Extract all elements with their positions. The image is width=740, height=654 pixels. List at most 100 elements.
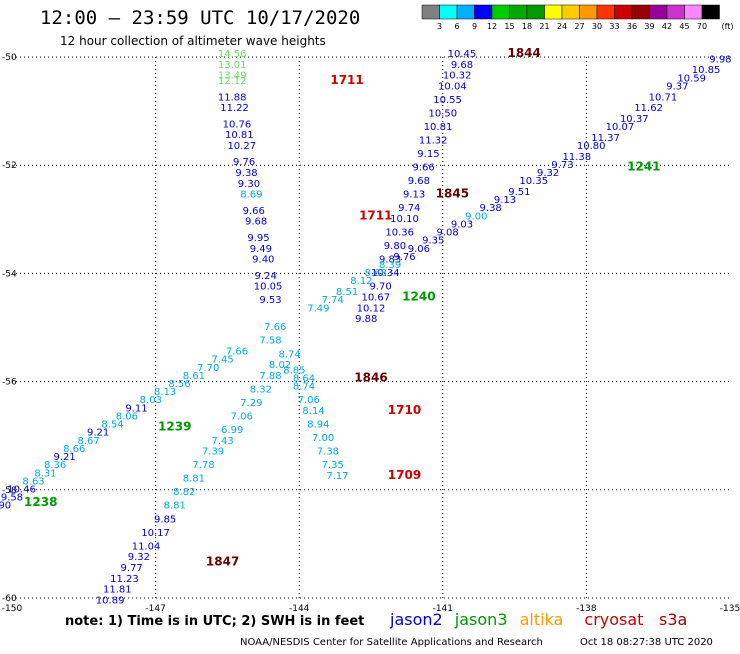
colorbar-label: 45 <box>679 22 689 31</box>
swh-point: 7.29 <box>240 398 262 409</box>
swh-point: 9.51 <box>508 187 530 198</box>
swh-point: 10.36 <box>385 228 414 239</box>
swh-point: 7.35 <box>322 460 344 471</box>
credit-text: NOAA/NESDIS Center for Satellite Applica… <box>240 637 543 648</box>
swh-point: 11.88 <box>218 92 247 103</box>
swh-point: 9.80 <box>384 241 406 252</box>
swh-point: 7.88 <box>259 371 281 382</box>
lat-tick-label: -56 <box>2 378 17 388</box>
swh-point: 9.08 <box>436 228 458 239</box>
swh-point: 10.46 <box>7 485 36 496</box>
swh-point: 8.02 <box>269 360 291 371</box>
swh-point: 7.66 <box>264 322 286 333</box>
axis-ticks: -150 -147 -144 -141 -138 -135 -50 -52 -54 -56 -58 -… <box>2 53 740 614</box>
swh-point: 11.62 <box>634 103 663 114</box>
satellite-legend-s3a: s3a <box>659 610 687 629</box>
swh-point: 9.77 <box>121 563 143 574</box>
swh-point: 7.06 <box>231 411 253 422</box>
swh-point: 9.49 <box>250 244 272 255</box>
swh-point: 8.94 <box>307 420 329 431</box>
colorbar-label: 70 <box>697 22 707 31</box>
lat-tick-label: -60 <box>2 594 17 604</box>
swh-point: 6.99 <box>221 425 243 436</box>
swh-point: 9.30 <box>238 179 260 190</box>
swh-point: 13.49 <box>218 71 247 82</box>
pass-time-label: 1709 <box>388 468 421 482</box>
swh-point: 7.45 <box>211 355 233 366</box>
swh-point: 9.37 <box>666 81 688 92</box>
units-note: note: 1) Time is in UTC; 2) SWH is in fe… <box>65 614 364 629</box>
colorbar-swatch <box>701 4 720 20</box>
swh-point: 9.15 <box>417 149 439 160</box>
swh-point: 10.76 <box>223 119 252 130</box>
swh-point: 8.54 <box>101 420 123 431</box>
swh-point: 10.35 <box>519 176 548 187</box>
swh-point: 10.81 <box>424 122 453 133</box>
swh-point: 8.51 <box>336 287 358 298</box>
swh-point: 7.43 <box>211 436 233 447</box>
pass-time-label: 1847 <box>206 555 239 569</box>
swh-point: 8.32 <box>250 384 272 395</box>
swh-point: 9.13 <box>494 195 516 206</box>
swh-point: 8.61 <box>183 371 205 382</box>
swh-point: 10.07 <box>606 122 635 133</box>
colorbar-label: 27 <box>574 22 584 31</box>
colorbar-swatch <box>649 4 668 20</box>
colorbar-swatch <box>561 4 580 20</box>
pass-time-label: 1844 <box>507 46 540 60</box>
swh-point: 9.13 <box>403 190 425 201</box>
colorbar-swatch <box>421 4 440 20</box>
swh-point: 9.83 <box>379 255 401 266</box>
graticule <box>12 56 730 599</box>
swh-point: 11.04 <box>132 541 161 552</box>
pass-time-labels: 1844 1711 1845 1241 1711 1240 1846 1710 1239 1709… <box>24 46 661 569</box>
swh-point: 11.32 <box>419 136 448 147</box>
satellite-legend-altika: altika <box>520 610 564 629</box>
swh-point: 8.74 <box>293 382 315 393</box>
colorbar-swatch <box>456 4 475 20</box>
swh-point: 9.85 <box>154 514 176 525</box>
colorbar-label: 24 <box>557 22 567 31</box>
satellite-legend: jason2 jason3 altika cryosat s3a <box>389 610 687 629</box>
pass-time-label: 1845 <box>436 187 469 201</box>
swh-point: 9.90 <box>0 501 11 512</box>
swh-point: 7.17 <box>326 471 348 482</box>
lat-tick-label: -50 <box>2 53 17 63</box>
pass-time-label: 1711 <box>330 73 363 87</box>
colorbar-swatch <box>526 4 545 20</box>
colorbar-label: 39 <box>644 22 654 31</box>
colorbar-swatch <box>614 4 633 20</box>
colorbar-label: 30 <box>592 22 602 31</box>
swh-point: 10.45 <box>448 49 477 60</box>
colorbar-swatch <box>474 4 493 20</box>
swh-point: 9.68 <box>245 217 267 228</box>
swh-point: 9.58 <box>1 493 23 504</box>
colorbar-swatch <box>666 4 685 20</box>
lon-tick-label: -147 <box>145 604 165 614</box>
swh-point: 8.82 <box>173 487 195 498</box>
swh-point: 7.78 <box>192 460 214 471</box>
wave-height-points: 14.5613.0113.4912.1211.8811.2210.7610.81… <box>0 49 732 606</box>
swh-point: 10.27 <box>227 141 256 152</box>
swh-point: 9.98 <box>709 54 731 65</box>
swh-point: 7.00 <box>312 433 334 444</box>
swh-point: 8.36 <box>44 460 66 471</box>
swh-point: 9.73 <box>551 160 573 171</box>
swh-point: 9.06 <box>408 244 430 255</box>
colorbar-swatch <box>631 4 650 20</box>
swh-point: 8.74 <box>278 349 300 360</box>
swh-point: 7.66 <box>226 347 248 358</box>
swh-point: 9.76 <box>393 252 415 263</box>
swh-point: 7.38 <box>317 447 339 458</box>
swh-point: 9.11 <box>125 403 147 414</box>
swh-point: 10.85 <box>692 65 721 76</box>
swh-point: 8.85 <box>283 365 305 376</box>
lat-tick-label: -52 <box>2 161 17 171</box>
pass-time-label: 1241 <box>627 160 660 174</box>
swh-point: 13.01 <box>218 60 247 71</box>
swh-point: 9.24 <box>255 271 277 282</box>
lon-tick-label: -135 <box>720 604 740 614</box>
swh-point: 10.05 <box>254 282 283 293</box>
swh-point: 8.14 <box>302 406 324 417</box>
satellite-legend-jason2: jason2 <box>389 610 443 629</box>
